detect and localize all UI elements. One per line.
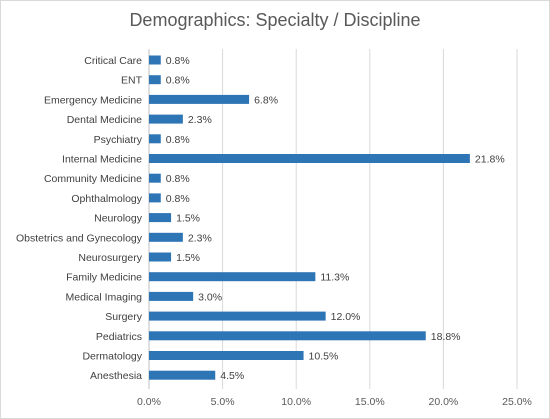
x-tick-label: 5.0% (211, 396, 235, 408)
bar (149, 331, 426, 341)
x-tick-label: 0.0% (137, 396, 161, 408)
category-label: Neurology (94, 213, 143, 225)
value-label: 1.5% (176, 213, 200, 225)
bar (149, 213, 172, 223)
bar (149, 232, 183, 242)
x-tick-label: 25.0% (502, 396, 532, 408)
value-label: 11.3% (320, 272, 349, 284)
category-label: Neurosurgery (78, 252, 142, 264)
value-label: 3.0% (198, 291, 222, 303)
bar (149, 55, 161, 65)
category-label: ENT (121, 75, 143, 87)
value-label: 0.8% (166, 173, 190, 185)
category-label: Community Medicine (44, 173, 142, 185)
value-label: 0.8% (166, 75, 190, 87)
category-label: Ophthalmology (71, 193, 142, 205)
bar (149, 193, 161, 203)
value-label: 2.3% (188, 232, 212, 244)
category-label: Surgery (105, 311, 143, 323)
category-label: Medical Imaging (66, 291, 143, 303)
category-label: Critical Care (84, 55, 142, 67)
bar (149, 94, 250, 104)
category-label: Anesthesia (90, 370, 142, 382)
category-label: Emergency Medicine (44, 94, 142, 106)
value-label: 6.8% (254, 94, 278, 106)
category-label: Dental Medicine (67, 114, 142, 126)
bar (149, 173, 161, 183)
category-label: Psychiatry (94, 134, 143, 146)
value-label: 0.8% (166, 193, 190, 205)
value-label: 4.5% (220, 370, 244, 382)
value-label: 0.8% (166, 134, 190, 146)
bar (149, 311, 326, 321)
bar (149, 114, 183, 124)
category-label: Obstetrics and Gynecology (16, 232, 143, 244)
category-label: Dermatology (82, 351, 142, 363)
x-tick-label: 10.0% (281, 396, 311, 408)
value-label: 18.8% (431, 331, 461, 343)
bar (149, 154, 470, 163)
chart-title: Demographics: Specialty / Discipline (129, 10, 421, 30)
x-tick-label: 20.0% (429, 396, 459, 408)
bar (149, 134, 161, 144)
value-label: 12.0% (331, 311, 361, 323)
bar (149, 291, 194, 301)
category-label: Pediatrics (96, 331, 142, 343)
value-label: 0.8% (166, 55, 190, 67)
bar (149, 272, 316, 282)
category-label: Internal Medicine (62, 154, 142, 166)
value-label: 10.5% (309, 351, 339, 363)
bar (149, 75, 161, 85)
x-tick-label: 15.0% (355, 396, 385, 408)
category-label: Family Medicine (66, 272, 142, 284)
value-label: 21.8% (475, 154, 505, 166)
bar (149, 351, 304, 360)
bar (149, 370, 216, 380)
value-label: 1.5% (176, 252, 200, 264)
bar (149, 252, 172, 262)
value-label: 2.3% (188, 114, 212, 126)
